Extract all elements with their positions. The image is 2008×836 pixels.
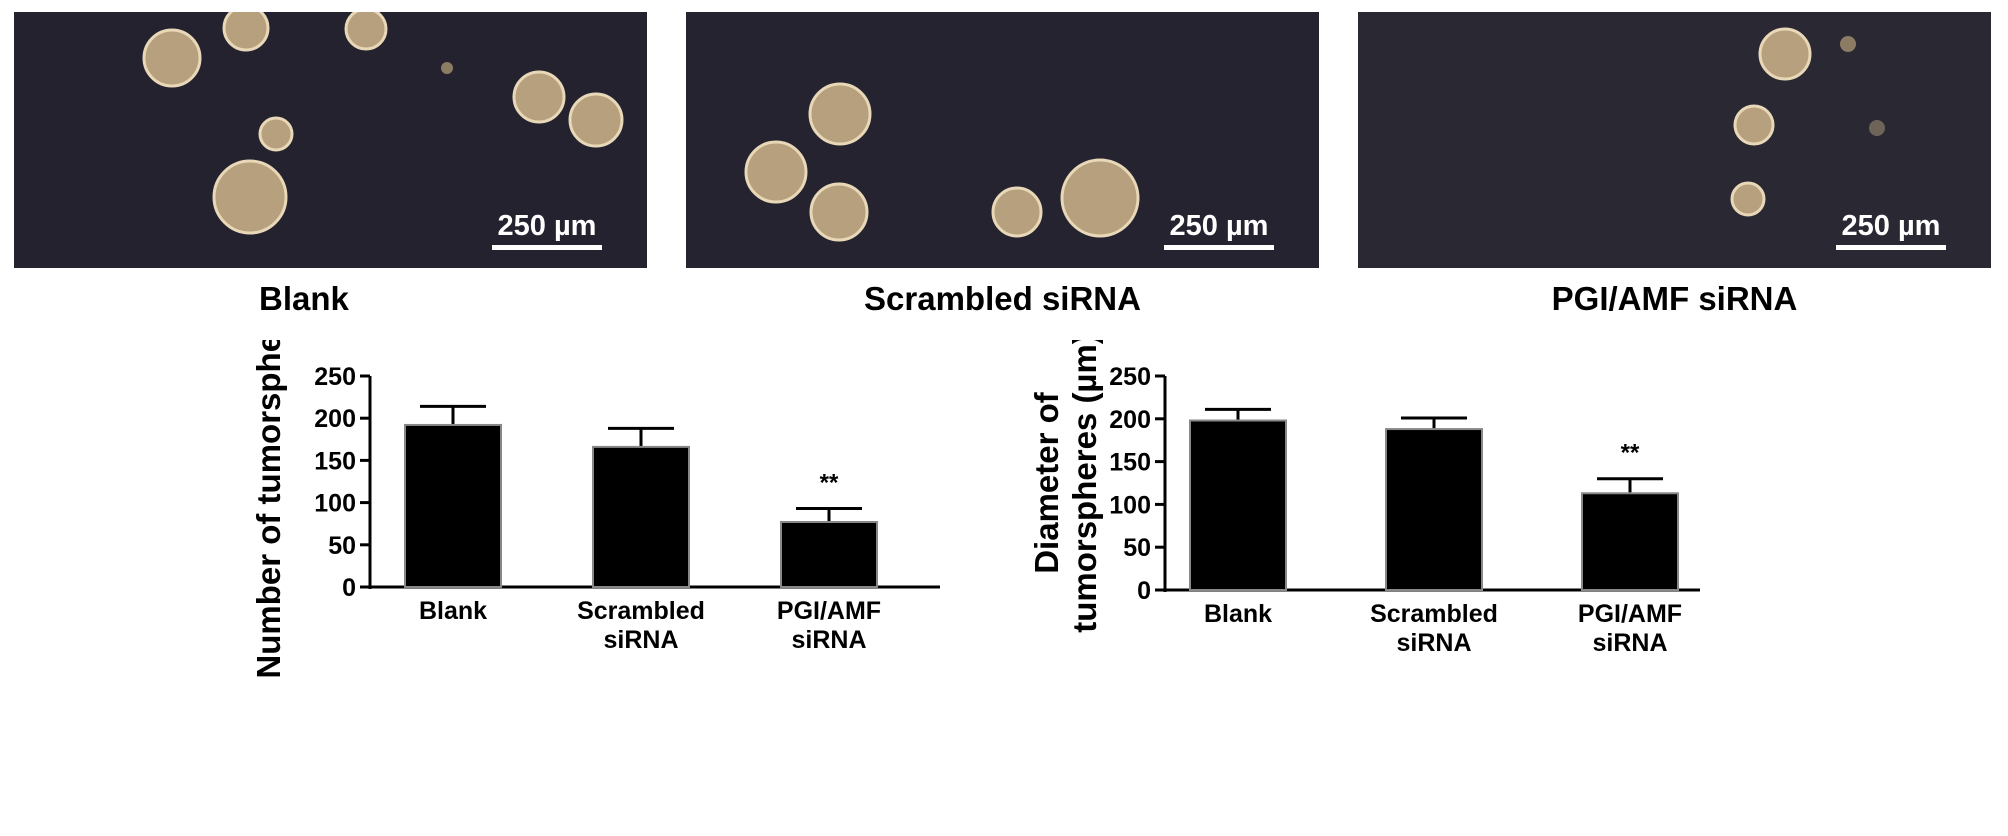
micrograph-pgi-amf: 250 µm [1358,12,1991,268]
y-tick-label: 150 [314,447,356,475]
x-tick-label: PGI/AMF [777,597,881,625]
bar [592,445,690,588]
y-tick-label: 0 [342,574,356,602]
condition-label-scrambled: Scrambled siRNA [864,280,1141,317]
scale-bar-line [1164,245,1274,250]
x-tick-label: siRNA [791,626,866,654]
x-tick-label: Scrambled [1370,600,1498,628]
micrograph-image [686,12,1319,268]
y-tick-label: 50 [1123,534,1151,562]
scale-bar: 250 µm [492,209,602,250]
bar [1581,492,1679,591]
micrograph-blank: 250 µm [14,12,647,268]
y-tick-label: 50 [328,532,356,560]
x-tick-label: siRNA [1592,629,1667,657]
bar [780,521,878,588]
x-tick-label: siRNA [603,626,678,654]
condition-label-blank: Blank [259,280,349,317]
micrograph-scrambled: 250 µm [686,12,1319,268]
y-axis-label: tumorspheres (µm) [1066,340,1103,633]
y-tick-label: 200 [1109,406,1151,434]
condition-label-pgi-amf: PGI/AMF siRNA [1551,280,1798,317]
y-tick-label: 100 [314,490,356,518]
scale-bar: 250 µm [1836,209,1946,250]
y-tick-label: 200 [314,405,356,433]
bar [404,423,502,589]
scale-bar-label: 250 µm [1169,210,1269,242]
y-tick-label: 0 [1137,577,1151,605]
significance-marker: ** [820,470,839,497]
significance-marker: ** [1621,440,1640,467]
x-tick-label: Scrambled [577,597,705,625]
scale-bar-label: 250 µm [1841,210,1941,242]
scale-bar-line [1836,245,1946,250]
micrograph-image [1358,12,1991,268]
scale-bar: 250 µm [1164,209,1274,250]
scale-bar-line [492,245,602,250]
x-tick-label: siRNA [1396,629,1471,657]
scale-bar-label: 250 µm [497,210,597,242]
y-axis-label: Number of tumorspheres [250,340,287,679]
x-tick-label: Blank [419,597,487,625]
y-tick-label: 250 [1109,363,1151,391]
x-tick-label: Blank [1204,600,1272,628]
y-axis-label: Diameter of [1028,391,1065,574]
x-tick-label: PGI/AMF [1578,600,1682,628]
y-tick-label: 150 [1109,449,1151,477]
micrograph-image [14,12,647,268]
bar [1189,419,1287,592]
y-tick-label: 250 [314,363,356,391]
y-tick-label: 100 [1109,491,1151,519]
bar [1385,428,1483,591]
